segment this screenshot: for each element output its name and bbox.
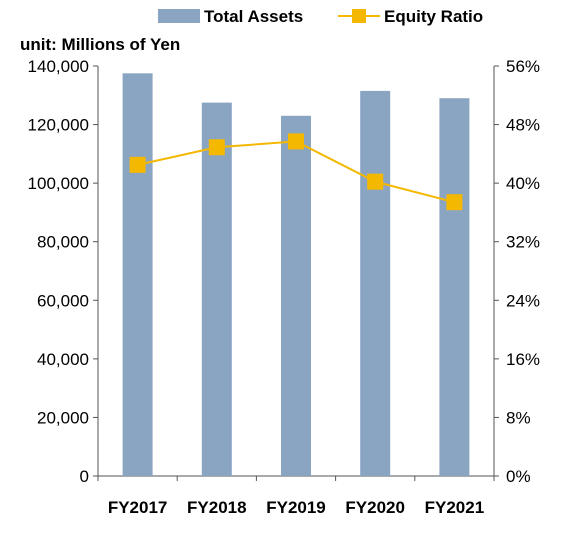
x-tick-label: FY2021 (425, 498, 485, 517)
y-right-tick-label: 8% (506, 408, 531, 427)
y-left-tick-label: 140,000 (28, 57, 89, 76)
bar-total-assets (281, 115, 311, 477)
point-equity-ratio (367, 173, 384, 190)
y-left-tick-label: 20,000 (37, 408, 89, 427)
y-left-tick-label: 40,000 (37, 350, 89, 369)
y-right-tick-label: 24% (506, 291, 540, 310)
y-right-tick-label: 0% (506, 467, 531, 486)
y-right-tick-label: 32% (506, 233, 540, 252)
equity-ratio-line (129, 133, 463, 211)
axes: 0 20,000 40,000 60,000 80,000 100,000 120,000 1… (28, 57, 540, 517)
y-left-tick-label: 80,000 (37, 233, 89, 252)
point-equity-ratio (288, 133, 304, 150)
x-tick-label: FY2018 (187, 498, 247, 517)
y-right-tick-label: 48% (506, 116, 540, 135)
bar-total-assets (360, 90, 391, 477)
point-equity-ratio (446, 194, 463, 211)
point-equity-ratio (208, 139, 225, 156)
x-tick-label: FY2019 (266, 498, 326, 517)
bar-total-assets (201, 102, 232, 476)
bars (122, 73, 470, 477)
legend-equity-ratio-label: Equity Ratio (384, 7, 483, 26)
legend-equity-ratio-marker (352, 9, 366, 23)
y-left-tick-label: 0 (80, 467, 89, 486)
legend-total-assets-label: Total Assets (204, 7, 303, 26)
x-tick-label: FY2017 (108, 498, 168, 517)
unit-label: unit: Millions of Yen (20, 35, 180, 54)
y-left-tick-label: 100,000 (28, 174, 89, 193)
legend: Total Assets Equity Ratio (158, 7, 483, 26)
point-equity-ratio (129, 156, 146, 173)
y-left-tick-label: 120,000 (28, 116, 89, 135)
bar-total-assets (439, 98, 470, 476)
y-right-tick-label: 56% (506, 57, 540, 76)
y-left-tick-label: 60,000 (37, 291, 89, 310)
y-right-tick-label: 40% (506, 174, 540, 193)
y-right-tick-label: 16% (506, 350, 540, 369)
legend-total-assets-swatch (158, 9, 200, 23)
x-tick-label: FY2020 (345, 498, 405, 517)
bar-total-assets (122, 73, 153, 477)
